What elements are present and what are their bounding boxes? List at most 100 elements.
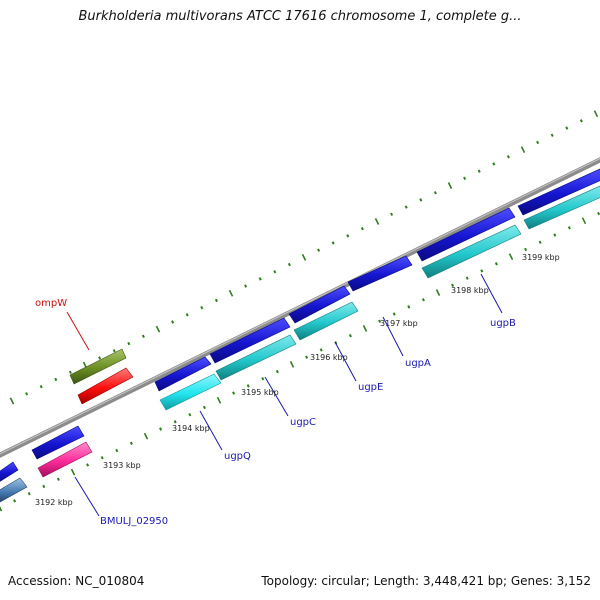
scale-tick xyxy=(42,484,46,489)
scale-tick xyxy=(86,463,90,467)
scale-tick xyxy=(524,247,528,252)
ugpC-leader xyxy=(264,376,289,417)
gene-arrow-bmul-forward[interactable] xyxy=(31,425,85,460)
scale-tick xyxy=(451,283,455,288)
outer-tick-row xyxy=(9,110,599,405)
scale-tick xyxy=(112,349,116,353)
gene-arrow-ugpB-forward[interactable] xyxy=(416,207,516,262)
scale-label-3196: 3196 kbp xyxy=(310,353,348,362)
gene-label-ugpQ[interactable]: ugpQ xyxy=(224,451,251,462)
gene-arrow-left-forward[interactable] xyxy=(0,461,19,482)
scale-tick xyxy=(258,277,262,281)
scale-tick xyxy=(115,448,119,453)
map-title: Burkholderia multivorans ATCC 17616 chro… xyxy=(78,9,522,24)
scale-tick xyxy=(480,269,484,273)
scale-tick xyxy=(465,276,469,280)
scale-tick xyxy=(56,477,60,481)
scale-tick xyxy=(435,289,441,296)
scale-tick xyxy=(538,240,542,244)
scale-tick xyxy=(39,384,43,389)
gene-arrow-right-forward[interactable] xyxy=(517,168,600,216)
topology-stats-text: Topology: circular; Length: 3,448,421 bp… xyxy=(261,574,591,588)
scale-tick xyxy=(433,191,437,195)
gene-label-BMULJ_02950[interactable]: BMULJ_02950 xyxy=(100,516,168,527)
scale-tick xyxy=(579,119,583,123)
gene-label-ugpC[interactable]: ugpC xyxy=(290,417,316,428)
gene-arrow-ugpQ-forward[interactable] xyxy=(154,356,212,392)
scale-tick xyxy=(141,334,145,339)
scale-tick xyxy=(508,253,514,261)
scale-tick xyxy=(565,126,569,130)
scale-tick xyxy=(407,305,411,309)
scale-tick xyxy=(378,319,382,323)
gene-arrow-ugpC-reverse[interactable] xyxy=(215,334,297,381)
gene-label-ugpB[interactable]: ugpB xyxy=(490,318,516,329)
scale-tick xyxy=(0,506,3,512)
scale-tick xyxy=(477,169,481,173)
scale-tick xyxy=(155,325,161,333)
scale-tick xyxy=(374,218,380,225)
scale-tick xyxy=(390,212,394,216)
gene-arrow-ugpE-forward[interactable] xyxy=(288,285,351,324)
gene-label-ugpE[interactable]: ugpE xyxy=(358,382,383,393)
scale-label-3197: 3197 kbp xyxy=(380,319,418,328)
scale-label-3199: 3199 kbp xyxy=(522,253,560,262)
scale-tick xyxy=(421,298,425,302)
ugpQ-leader xyxy=(199,410,223,451)
gene-label-ompW[interactable]: ompW xyxy=(35,298,67,309)
ompW-leader xyxy=(66,311,90,351)
scale-tick xyxy=(185,313,189,317)
scale-tick xyxy=(228,289,234,297)
gene-arrow-ugpC-forward[interactable] xyxy=(209,317,291,364)
ugpE-leader xyxy=(334,341,357,382)
scale-tick xyxy=(200,305,204,310)
scale-tick xyxy=(348,333,352,338)
scale-tick xyxy=(54,377,58,382)
BMULJ_02950-leader xyxy=(74,476,100,517)
scale-tick xyxy=(98,356,102,360)
scale-tick xyxy=(404,205,408,209)
chromosome-backbone-highlight xyxy=(0,158,600,455)
scale-tick xyxy=(362,325,368,332)
accession-text: Accession: NC_010804 xyxy=(8,574,145,588)
scale-tick xyxy=(289,360,295,368)
gene-arrow-ompW-reverse[interactable] xyxy=(77,367,134,405)
gene-arrow-ugpQ-reverse[interactable] xyxy=(159,373,222,411)
scale-tick xyxy=(100,456,104,460)
scale-tick xyxy=(492,162,496,166)
scale-label-3198: 3198 kbp xyxy=(451,286,489,295)
scale-tick xyxy=(287,262,291,267)
gene-arrow-ompW-forward[interactable] xyxy=(69,348,127,385)
gene-arrow-ugpE-reverse[interactable] xyxy=(293,301,359,341)
scale-tick xyxy=(494,262,498,266)
scale-tick xyxy=(127,341,131,346)
gene-arrow-ugpB-reverse[interactable] xyxy=(421,224,522,279)
ugpA-leader xyxy=(382,316,404,357)
scale-tick xyxy=(317,248,321,252)
scale-tick xyxy=(553,233,557,237)
scale-tick xyxy=(216,396,222,404)
inner-tick-row xyxy=(0,211,600,512)
gene-arrow-bmul-reverse[interactable] xyxy=(37,441,93,478)
chromosome-backbone xyxy=(0,157,600,458)
scale-tick xyxy=(273,270,277,274)
scale-tick xyxy=(68,370,72,374)
scale-tick xyxy=(70,468,76,476)
gene-arrow-ugpA-forward[interactable] xyxy=(347,255,413,292)
gene-arrow-right-reverse[interactable] xyxy=(523,185,600,230)
scale-tick xyxy=(232,391,236,395)
ugpB-leader xyxy=(480,273,503,314)
scale-tick xyxy=(301,253,307,261)
scale-tick xyxy=(13,499,17,503)
scale-tick xyxy=(392,312,396,316)
gene-label-ugpA[interactable]: ugpA xyxy=(405,358,431,369)
scale-tick xyxy=(360,226,364,231)
scale-tick xyxy=(261,377,265,381)
scale-tick xyxy=(129,441,133,446)
gene-arrow-left-reverse[interactable] xyxy=(0,477,28,503)
scale-tick xyxy=(506,155,510,159)
scale-tick xyxy=(597,211,600,216)
scale-tick xyxy=(319,348,323,352)
scale-tick xyxy=(331,241,335,245)
